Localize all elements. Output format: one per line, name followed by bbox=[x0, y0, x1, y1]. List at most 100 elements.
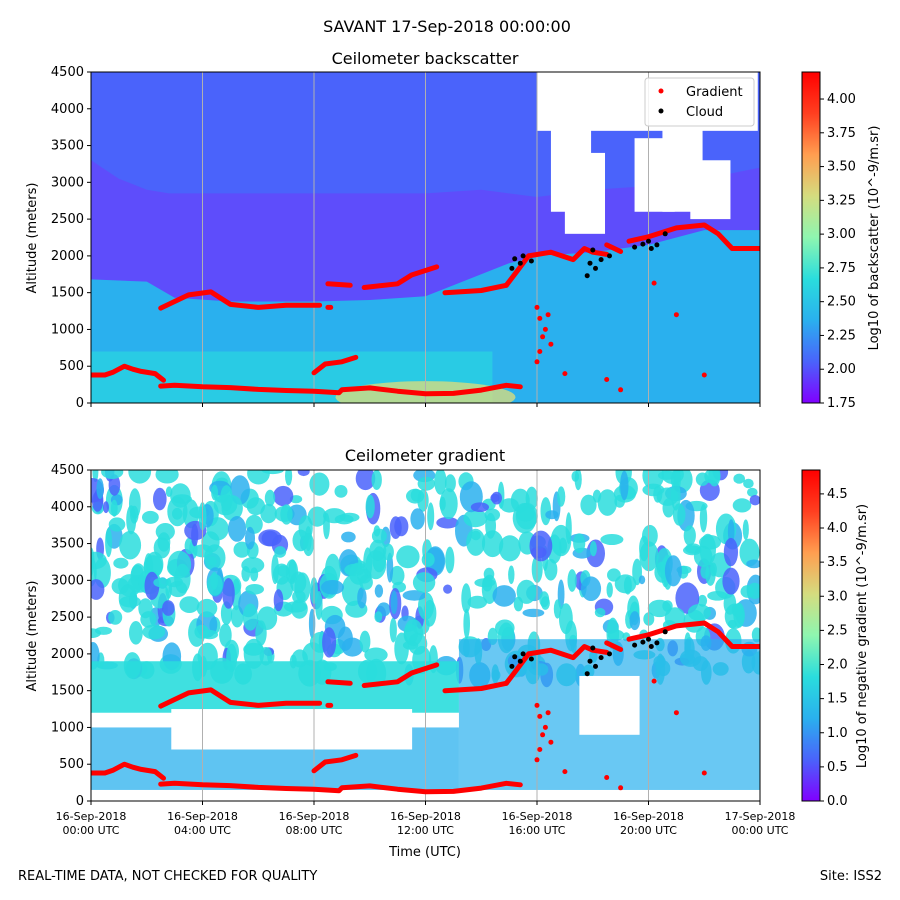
cloud-point bbox=[590, 247, 596, 253]
cloud-point bbox=[520, 253, 526, 259]
gradient-trace bbox=[325, 679, 353, 686]
gradient-trace bbox=[442, 282, 509, 296]
ytick-label: 0 bbox=[76, 794, 84, 809]
colorbar-tick-label: 1.0 bbox=[827, 726, 848, 741]
xtick-label-date: 16-Sep-2018 bbox=[390, 810, 461, 823]
colorbar-tick-label: 3.0 bbox=[827, 589, 848, 604]
gradient-trace bbox=[158, 289, 323, 311]
colorbar-tick-label: 1.75 bbox=[827, 396, 856, 411]
ytick-label: 500 bbox=[59, 757, 84, 772]
cloud-point bbox=[590, 645, 596, 651]
gradient-ylabel: Altitude (meters) bbox=[25, 581, 40, 692]
ytick-label: 4500 bbox=[51, 65, 84, 80]
gradient-trace bbox=[626, 222, 760, 251]
cloud-point bbox=[512, 654, 518, 660]
cloud-point bbox=[593, 265, 598, 271]
gradient-trace bbox=[361, 662, 440, 688]
gradient-point bbox=[562, 371, 568, 377]
cloud-point bbox=[587, 658, 593, 664]
colorbar-tick-label: 2.25 bbox=[827, 328, 856, 343]
gradient-trace bbox=[604, 242, 624, 254]
gradient-point bbox=[534, 359, 540, 365]
cloud-point bbox=[646, 238, 651, 244]
cloud-point bbox=[593, 663, 598, 669]
gradient-trace bbox=[604, 640, 624, 652]
colorbar-tick-label: 0.0 bbox=[827, 794, 848, 809]
cloud-point bbox=[512, 256, 518, 262]
xtick-label-time: 12:00 UTC bbox=[397, 824, 454, 837]
gradient-point bbox=[548, 739, 554, 745]
gradient-trace bbox=[91, 761, 166, 781]
cloud-point bbox=[607, 253, 612, 259]
colorbar-tick-label: 3.25 bbox=[827, 193, 856, 208]
ytick-label: 500 bbox=[59, 359, 84, 374]
cloud-point bbox=[654, 242, 660, 248]
cloud-point bbox=[640, 241, 646, 247]
gradient-point bbox=[562, 769, 568, 775]
quality-disclaimer: REAL-TIME DATA, NOT CHECKED FOR QUALITY bbox=[18, 869, 318, 884]
gradient-point bbox=[540, 334, 546, 340]
cloud-point bbox=[632, 642, 638, 648]
ytick-label: 2000 bbox=[51, 647, 84, 662]
cloud-point bbox=[632, 244, 638, 250]
gradient-point bbox=[545, 312, 551, 318]
colorbar-tick-label: 0.5 bbox=[827, 760, 848, 775]
colorbar-tick-label: 3.75 bbox=[827, 126, 856, 141]
cloud-point bbox=[598, 655, 604, 661]
colorbar-tick-label: 2.75 bbox=[827, 261, 856, 276]
gradient-point bbox=[542, 724, 548, 730]
gradient-point bbox=[701, 372, 707, 378]
cloud-point bbox=[520, 651, 526, 657]
cloud-point bbox=[648, 644, 654, 649]
gradient-trace bbox=[158, 780, 523, 795]
gradient-colorbar-label: Log10 of negative gradient (10^-9/m.sr) bbox=[855, 504, 870, 768]
ytick-label: 3500 bbox=[51, 139, 84, 154]
legend: Gradient Cloud bbox=[644, 77, 755, 127]
xtick-label-time: 04:00 UTC bbox=[174, 824, 231, 837]
gradient-colorbar bbox=[801, 469, 821, 802]
backscatter-colorbar-ticks: 1.75 2.00 2.25 2.50 2.75 3.00 3.25 3.50 3.75 4.00 bbox=[820, 92, 856, 411]
cloud-point bbox=[509, 265, 515, 271]
cloud-point bbox=[648, 246, 654, 251]
xtick-label-date: 16-Sep-2018 bbox=[167, 810, 238, 823]
time-axis-label: Time (UTC) bbox=[388, 845, 461, 860]
ytick-label: 1500 bbox=[51, 684, 84, 699]
ytick-label: 3000 bbox=[51, 175, 84, 190]
colorbar-tick-label: 4.0 bbox=[827, 521, 848, 536]
ytick-label: 1000 bbox=[51, 322, 84, 337]
cloud-point bbox=[509, 663, 515, 669]
backscatter-xticks bbox=[90, 403, 761, 407]
ytick-label: 2000 bbox=[51, 249, 84, 264]
ytick-label: 1500 bbox=[51, 286, 84, 301]
ytick-label: 1000 bbox=[51, 720, 84, 735]
cloud-point bbox=[662, 629, 668, 635]
gradient-point bbox=[673, 710, 679, 716]
backscatter-series bbox=[91, 222, 760, 397]
gradient-trace bbox=[526, 644, 610, 661]
cloud-point bbox=[528, 258, 534, 264]
ytick-label: 0 bbox=[76, 396, 84, 411]
ytick-label: 3000 bbox=[51, 573, 84, 588]
figure-title: SAVANT 17-Sep-2018 00:00:00 bbox=[323, 17, 571, 36]
gradient-point bbox=[701, 770, 707, 776]
cloud-point bbox=[654, 640, 660, 646]
cloud-point bbox=[640, 639, 646, 645]
gradient-point bbox=[618, 387, 624, 393]
gradient-point bbox=[618, 785, 624, 791]
colorbar-tick-label: 3.50 bbox=[827, 160, 856, 175]
xtick-label-time: 00:00 UTC bbox=[731, 824, 788, 837]
backscatter-colorbar-label: Log10 of backscatter (10^-9/m.sr) bbox=[867, 126, 882, 351]
colorbar-tick-label: 2.5 bbox=[827, 623, 848, 638]
gradient-point bbox=[604, 377, 610, 382]
colorbar-tick-label: 3.00 bbox=[827, 227, 856, 242]
gradient-colorbar-ticks: 0.0 0.5 1.0 1.5 2.0 2.5 3.0 3.5 4.0 4.5 bbox=[820, 487, 848, 809]
ytick-label: 3500 bbox=[51, 537, 84, 552]
gradient-point bbox=[534, 304, 540, 310]
gradient-point bbox=[604, 775, 610, 780]
colorbar-tick-label: 2.50 bbox=[827, 295, 856, 310]
legend-gradient-label: Gradient bbox=[686, 85, 743, 100]
xtick-label-date: 16-Sep-2018 bbox=[56, 810, 127, 823]
backscatter-panel: Ceilometer backscatter 0 500 1000 1500 2000 2… bbox=[25, 49, 882, 411]
xtick-label-date: 16-Sep-2018 bbox=[279, 810, 350, 823]
